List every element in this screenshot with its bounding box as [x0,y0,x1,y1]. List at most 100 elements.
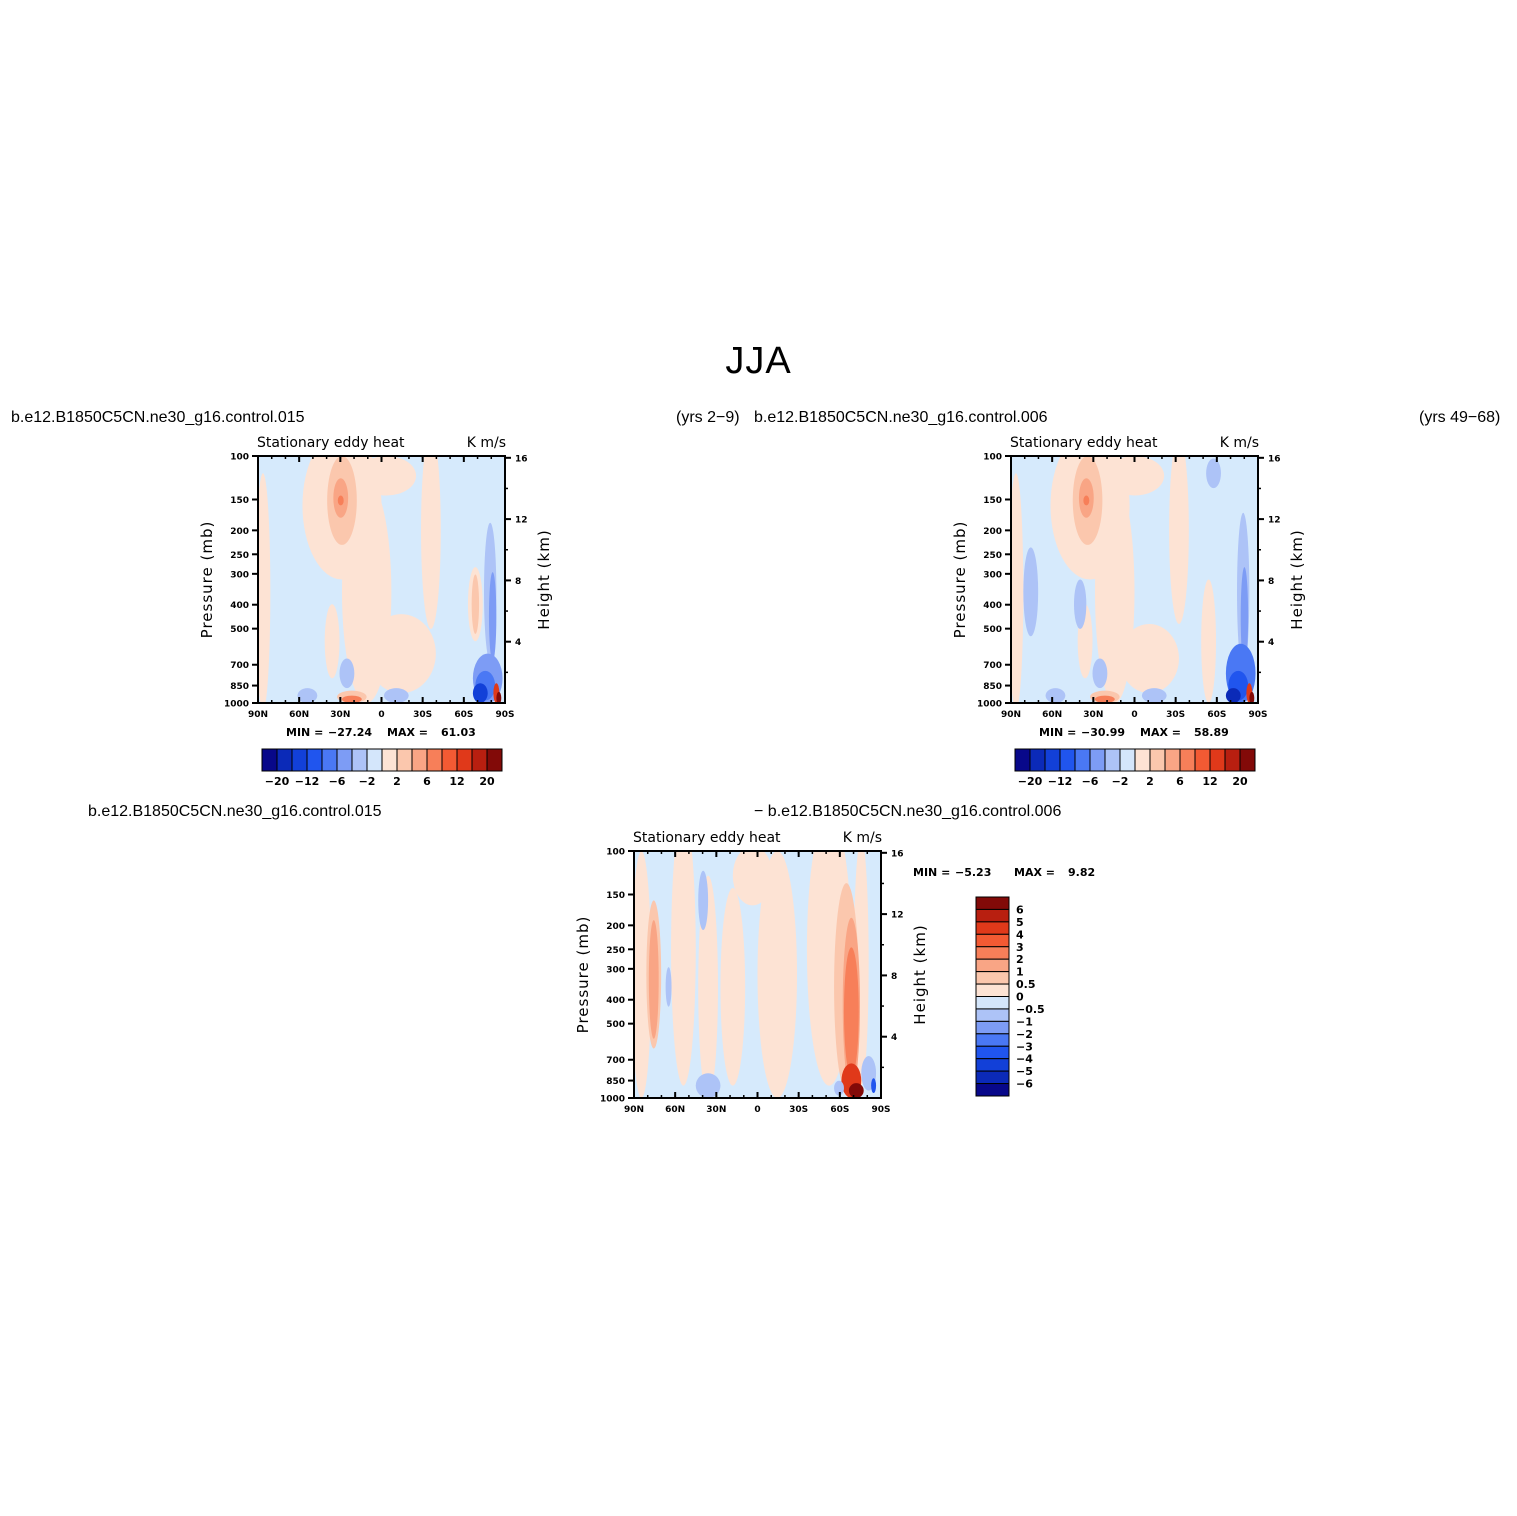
panel-diff-min-value: −5.23 [955,866,991,879]
panel-1-max-label: MAX = [387,726,428,739]
panel-diff-ytick-label-0: 100 [606,848,625,858]
panel-1-ytick-label-0: 100 [230,453,249,463]
panel-2-max-value: 58.89 [1194,726,1229,739]
panel-2-colorbar-box-6 [1104,748,1121,772]
panel-1-colorbar-box-2 [291,748,308,772]
panel-2-colorbar-box-9 [1149,748,1166,772]
panel-1-left-string: Stationary eddy heat [257,435,405,451]
panel-2-contour-23 [1092,658,1108,689]
panel-diff-colorbar-label-6: 0.5 [1016,978,1036,991]
panel-diff-colorbar-label-3: 3 [1016,941,1024,954]
panel-1-colorbar-box-1 [276,748,293,772]
panel-2-colorbar-box-4 [1074,748,1091,772]
panel-1-contour-3 [366,614,436,694]
panel-2-contour-25 [1141,688,1167,703]
panel-diff-colorbar-label-0: 6 [1016,903,1024,916]
panel-2-colorbar-label-5: 6 [1176,775,1184,788]
panel-1-colorbar-box-12 [441,748,458,772]
panel-diff-colorbar-label-11: −3 [1016,1040,1033,1053]
panel-1-colorbar-box-0 [261,748,278,772]
panel-diff-contour-5 [720,888,746,1086]
panel-diff-contour-16 [665,967,672,1007]
panel-1-contour-15 [488,572,497,662]
panel-diff-ytick-label-9: 1000 [600,1095,625,1105]
panel-diff-colorbar-box-7 [975,983,1010,997]
panel-2-min-value: −30.99 [1081,726,1125,739]
panel-1-ytick-label-6: 500 [230,625,249,635]
figure-title: JJA [725,340,792,382]
panel-2-contour-22 [1249,691,1255,703]
panel-diff-contour-4 [698,875,718,1098]
panel-diff-colorbar-label-13: −5 [1016,1065,1033,1078]
panel-diff-ylabel: Pressure (mb) [574,916,592,1034]
panel-diff-colorbar-label-12: −4 [1016,1053,1033,1066]
panel-diff-htick-label-2: 8 [891,972,897,982]
panel-1-xtick-label-6: 90S [495,710,514,720]
panel-2-xtick-label-2: 30N [1083,710,1103,720]
panel-2-colorbar-label-6: 12 [1202,775,1217,788]
panel-1-colorbar-label-7: 20 [479,775,495,788]
panel-1-contour-22 [297,688,318,703]
panel-diff-contour-17 [695,1073,721,1098]
panel-diff-ytick-label-5: 400 [606,996,625,1006]
panel-2-colorbar-box-1 [1029,748,1046,772]
panel-diff-htick-label-3: 4 [891,1033,897,1043]
panel-diff-colorbar-box-9 [975,1008,1010,1022]
panel-2-colorbar-box-11 [1179,748,1196,772]
panel1-case-left: b.e12.B1850C5CN.ne30_g16.control.015 [11,409,305,426]
panel-1-ytick-label-9: 1000 [224,700,249,710]
panel-diff-ytick-label-1: 150 [606,891,625,901]
panel-diff-colorbar-label-4: 2 [1016,953,1024,966]
panel-2-colorbar-label-0: −20 [1018,775,1043,788]
panel-1-min-label: MIN = [286,726,323,739]
panel-2-xtick-label-3: 0 [1131,710,1137,720]
panel-diff-contour-19 [871,1078,877,1094]
panel-diff-xtick-label-5: 60S [830,1105,849,1115]
panel-2-htick-label-0: 16 [1268,454,1281,464]
panel-diff-contour-14 [848,1083,864,1098]
panel-diff-ytick-label-6: 500 [606,1020,625,1030]
panel-1-colorbar-label-1: −12 [295,775,320,788]
panel-2-colorbar-box-0 [1014,748,1031,772]
panel-2-colorbar-label-7: 20 [1232,775,1248,788]
panel-diff-left-string: Stationary eddy heat [633,830,781,846]
panel-diff-contour-7 [732,851,773,906]
panel-1-ytick-label-2: 200 [230,527,249,537]
panel-2-ytick-label-6: 500 [983,625,1002,635]
panel-2-colorbar-box-15 [1239,748,1256,772]
panel-diff-max-value: 9.82 [1068,866,1095,879]
panel-diff-ylabel-right: Height (km) [911,924,929,1024]
panel-2-colorbar-label-1: −12 [1048,775,1073,788]
panel-1-colorbar-label-5: 6 [423,775,431,788]
panel-1-colorbar-box-6 [351,748,368,772]
panel-2-colorbar-label-2: −6 [1082,775,1099,788]
panel-2-contour-17 [1240,567,1249,666]
panel-diff-contour-0 [634,851,652,1098]
panel-diff-colorbar-label-2: 4 [1016,928,1024,941]
panel-2-ylabel-right: Height (km) [1288,529,1306,629]
panel-diff-colorbar-label-7: 0 [1016,991,1024,1004]
panel-2-min-label: MIN = [1039,726,1076,739]
panel-1-colorbar-label-2: −6 [329,775,346,788]
panel-2-colorbar-box-2 [1044,748,1061,772]
panel-1-colorbar-box-8 [381,748,398,772]
panel-1-xtick-label-0: 90N [248,710,268,720]
panel-diff-xtick-label-0: 90N [624,1105,644,1115]
diff-case-right: − b.e12.B1850C5CN.ne30_g16.control.006 [754,803,1062,820]
panel-diff-colorbar-box-12 [975,1045,1010,1060]
panel-2-colorbar-box-10 [1164,748,1181,772]
panel-1-colorbar-box-15 [486,748,503,772]
panel-1-colorbar-box-5 [336,748,353,772]
panel-diff-ytick-label-8: 850 [606,1077,625,1087]
panel-2-xtick-label-0: 90N [1001,710,1021,720]
panel-1-contour-20 [496,691,502,703]
panel-diff-colorbar-label-14: −6 [1016,1078,1033,1091]
panel-diff-right-string: K m/s [843,830,882,846]
panel-2-contour-20 [1225,688,1241,703]
panel-diff-colorbar-box-6 [975,971,1010,985]
panel-2-field [1011,456,1258,703]
panel1-case-right: (yrs 2−9) [676,409,740,426]
panel-2-ytick-label-8: 850 [983,682,1002,692]
panel-1-contour-11 [471,574,480,634]
